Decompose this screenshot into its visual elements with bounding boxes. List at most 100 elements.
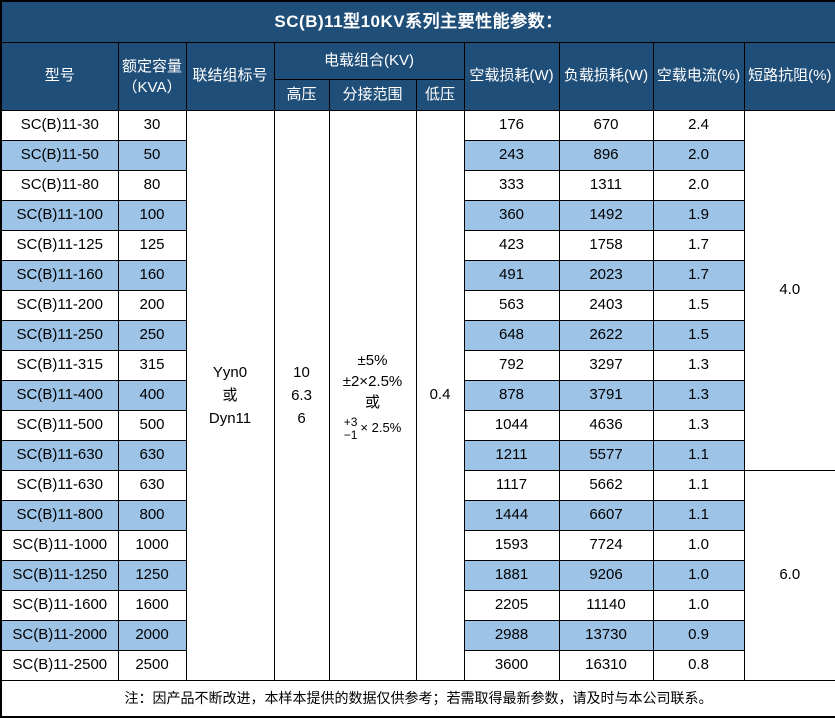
cell-kva: 2500 [117, 650, 187, 681]
hv-line: 10 [293, 364, 310, 381]
cell-model: SC(B)11-2500 [0, 650, 119, 681]
table-row: 高压 分接范围 低压 [1, 79, 835, 111]
cell-model: SC(B)11-1000 [0, 530, 119, 561]
tap-fraction-top: +3 [343, 414, 358, 429]
col-header-load-loss: 负载损耗(W) [558, 42, 654, 111]
cell-kva: 500 [117, 410, 187, 441]
table-row: SC(B)11-630 630 1211 5577 1.1 [0, 440, 835, 471]
cell-load-loss: 1492 [558, 200, 654, 231]
cell-no-load-loss: 1044 [463, 410, 560, 441]
table-row: SC(B)11-30 30 Yyn0 或 Dyn11 10 6.3 6 ±5% … [0, 110, 835, 681]
cell-no-load-loss: 1117 [463, 470, 560, 501]
table-row: SC(B)11-800 800 1444 6607 1.1 [0, 500, 835, 531]
col-header-high-voltage: 高压 [273, 79, 330, 111]
connection-line: Yyn0 [212, 364, 248, 381]
cell-no-load-loss: 3600 [463, 650, 560, 681]
table-row: SC(B)11-50 50 243 896 2.0 [0, 140, 835, 171]
tap-fraction-suffix: × 2.5% [360, 420, 402, 436]
cell-model: SC(B)11-250 [0, 320, 119, 351]
cell-load-loss: 5662 [558, 470, 654, 501]
cell-no-load-loss: 423 [463, 230, 560, 261]
cell-model: SC(B)11-800 [0, 500, 119, 531]
connection-line: Dyn11 [208, 410, 252, 427]
connection-line: 或 [222, 387, 238, 404]
cell-no-load-current: 1.9 [652, 200, 745, 231]
cell-no-load-loss: 1593 [463, 530, 560, 561]
col-header-connection-group: 联结组标号 [185, 42, 275, 111]
cell-no-load-loss: 2988 [463, 620, 560, 651]
cell-kva: 50 [117, 140, 187, 171]
cell-load-loss: 3791 [558, 380, 654, 411]
cell-kva: 630 [117, 470, 187, 501]
cell-no-load-current: 0.9 [652, 620, 745, 651]
cell-kva: 200 [117, 290, 187, 321]
cell-no-load-loss: 2205 [463, 590, 560, 621]
tap-fraction-bottom: −1 [343, 427, 358, 442]
cell-kva: 1600 [117, 590, 187, 621]
cell-no-load-current: 1.7 [652, 260, 745, 291]
cell-load-loss: 6607 [558, 500, 654, 531]
cell-no-load-loss: 176 [463, 110, 560, 141]
cell-no-load-current: 2.0 [652, 140, 745, 171]
cell-load-loss: 2622 [558, 320, 654, 351]
cell-model: SC(B)11-100 [0, 200, 119, 231]
cell-kva: 125 [117, 230, 187, 261]
cell-kva: 250 [117, 320, 187, 351]
cell-no-load-loss: 563 [463, 290, 560, 321]
cell-no-load-current: 2.4 [652, 110, 745, 141]
table-row: 注：因产品不断改进，本样本提供的数据仅供参考；若需取得最新参数，请及时与本公司联… [0, 680, 835, 718]
cell-load-loss: 5577 [558, 440, 654, 471]
tap-range-line: ±5% [357, 351, 388, 369]
cell-no-load-loss: 648 [463, 320, 560, 351]
table-row: SC(B)11-2500 2500 3600 16310 0.8 [0, 650, 835, 681]
cell-load-loss: 11140 [558, 590, 654, 621]
cell-no-load-current: 0.8 [652, 650, 745, 681]
cell-load-loss: 1311 [558, 170, 654, 201]
cell-load-loss: 3297 [558, 350, 654, 381]
cell-load-loss: 9206 [558, 560, 654, 591]
table-row: SC(B)11-80 80 333 1311 2.0 [0, 170, 835, 201]
cell-no-load-current: 1.3 [652, 380, 745, 411]
cell-load-loss: 2023 [558, 260, 654, 291]
table-row: SC(B)11-630 630 1117 5662 1.1 6.0 [0, 470, 835, 681]
cell-no-load-loss: 1211 [463, 440, 560, 471]
cell-impedance-group1: 4.0 [743, 110, 835, 471]
table-row: SC(B)11-200 200 563 2403 1.5 [0, 290, 835, 321]
col-header-low-voltage: 低压 [415, 79, 465, 111]
hv-line: 6 [297, 410, 306, 427]
hv-line: 6.3 [291, 387, 312, 404]
cell-load-loss: 13730 [558, 620, 654, 651]
cell-no-load-loss: 333 [463, 170, 560, 201]
cell-load-loss: 1758 [558, 230, 654, 261]
cell-no-load-loss: 792 [463, 350, 560, 381]
table-row: SC(B)11-250 250 648 2622 1.5 [0, 320, 835, 351]
cell-no-load-current: 1.0 [652, 560, 745, 591]
tap-range-fraction: +3 −1 × 2.5% [343, 414, 402, 442]
cell-no-load-current: 1.5 [652, 320, 745, 351]
table-title: SC(B)11型10KV系列主要性能参数： [0, 0, 835, 43]
cell-kva: 800 [117, 500, 187, 531]
cell-no-load-loss: 1881 [463, 560, 560, 591]
cell-kva: 160 [117, 260, 187, 291]
cell-no-load-loss: 491 [463, 260, 560, 291]
cell-kva: 100 [117, 200, 187, 231]
cell-model: SC(B)11-315 [0, 350, 119, 381]
cell-model: SC(B)11-80 [0, 170, 119, 201]
col-header-no-load-current: 空载电流(%) [652, 42, 745, 111]
cell-tap-range: ±5% ±2×2.5% 或 +3 −1 × 2.5% [328, 110, 417, 681]
cell-load-loss: 7724 [558, 530, 654, 561]
cell-no-load-current: 1.7 [652, 230, 745, 261]
cell-no-load-loss: 360 [463, 200, 560, 231]
cell-kva: 30 [117, 110, 187, 141]
table-row: SC(B)11-1600 1600 2205 11140 1.0 [0, 590, 835, 621]
table-row: SC(B)11-500 500 1044 4636 1.3 [0, 410, 835, 441]
col-header-capacity-line2: （KVA） [122, 78, 182, 96]
cell-no-load-current: 2.0 [652, 170, 745, 201]
cell-no-load-loss: 1444 [463, 500, 560, 531]
cell-model: SC(B)11-400 [0, 380, 119, 411]
cell-no-load-current: 1.3 [652, 410, 745, 441]
cell-model: SC(B)11-630 [0, 440, 119, 471]
cell-impedance-group2: 6.0 [743, 470, 835, 681]
table-row: SC(B)11-1000 1000 1593 7724 1.0 [0, 530, 835, 561]
